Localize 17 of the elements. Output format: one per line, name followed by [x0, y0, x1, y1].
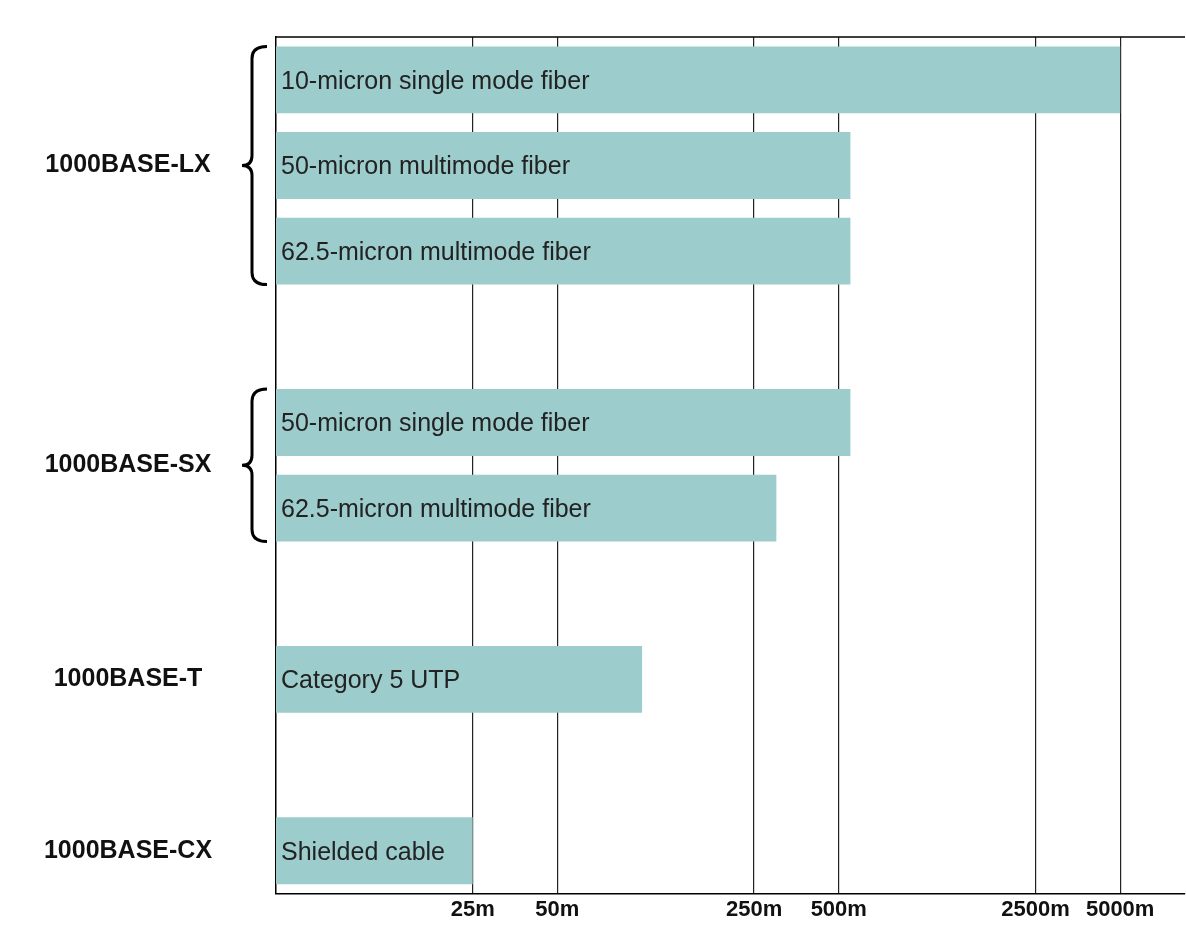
y-tick-label: Category 5 UTP: [281, 665, 461, 694]
y-tick-label: 10-micron single mode fiber: [281, 65, 590, 94]
x-tick-label: 50m: [535, 895, 580, 921]
y-tick-label: 50-micron multimode fiber: [281, 151, 570, 180]
x-tick-label: 5000m: [1085, 895, 1155, 921]
x-tick-label: 250m: [725, 895, 783, 921]
y-tick-label: 50-micron single mode fiber: [281, 408, 590, 437]
text: 1000BASE-SX: [44, 449, 212, 478]
y-tick-label: Shielded cable: [281, 836, 446, 865]
text: 1000BASE-CX: [43, 834, 213, 863]
text: 1000BASE-T: [53, 663, 203, 692]
x-tick-label: 25m: [450, 895, 495, 921]
y-tick-label: 62.5-micron multimode fiber: [281, 237, 591, 266]
x-tick-label: 500m: [810, 895, 867, 921]
x-tick-label: 2500m: [1001, 895, 1070, 921]
text: 1000BASE-LX: [45, 149, 211, 178]
y-tick-label: 62.5-micron multimode fiber: [281, 494, 591, 523]
